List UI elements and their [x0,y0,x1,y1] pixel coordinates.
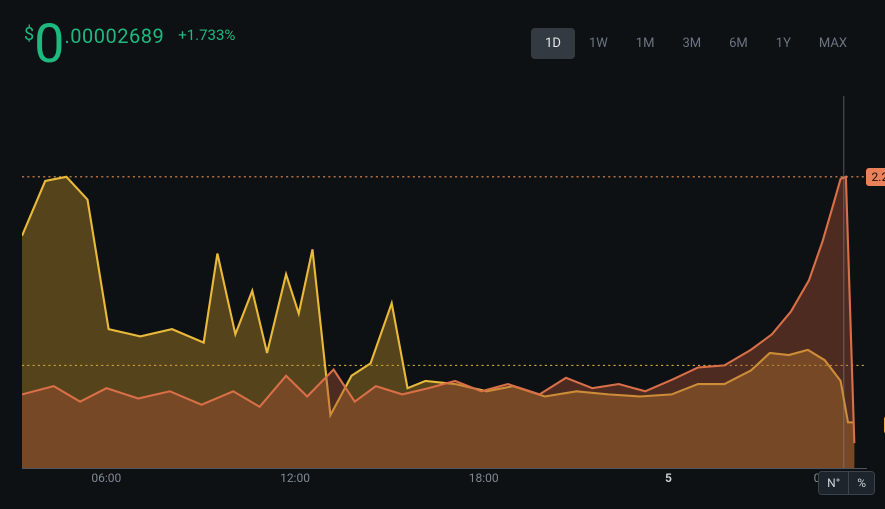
x-axis: 06:0012:0018:0050 [22,471,825,491]
range-tab-1d[interactable]: 1D [531,28,575,59]
range-tab-6m[interactable]: 6M [715,28,762,59]
price-chart: 2.2%3 [22,96,867,469]
unit-toggle: N° % [818,471,875,495]
chart-canvas [22,96,867,469]
price-block: $ 0 .00002689 +1.733% [24,18,235,72]
x-tick: 06:00 [91,471,121,485]
range-tab-1m[interactable]: 1M [622,28,669,59]
unit-number-button[interactable]: N° [819,472,848,494]
x-tick: 12:00 [280,471,310,485]
price-integer: 0 [34,18,64,72]
x-tick: 18:00 [469,471,499,485]
range-tab-max[interactable]: MAX [805,28,861,59]
range-tab-3m[interactable]: 3M [668,28,715,59]
price-display: $ 0 .00002689 [24,18,164,72]
range-tab-1w[interactable]: 1W [575,28,622,59]
chart-badge: 2.2% [866,168,885,186]
x-tick: 5 [665,471,672,485]
unit-percent-button[interactable]: % [848,472,874,494]
price-change-pct: +1.733% [178,26,235,44]
range-tab-1y[interactable]: 1Y [762,28,805,59]
price-decimals: .00002689 [64,24,164,48]
range-tabs: 1D1W1M3M6M1YMAX [531,28,861,59]
currency-symbol: $ [24,24,34,45]
